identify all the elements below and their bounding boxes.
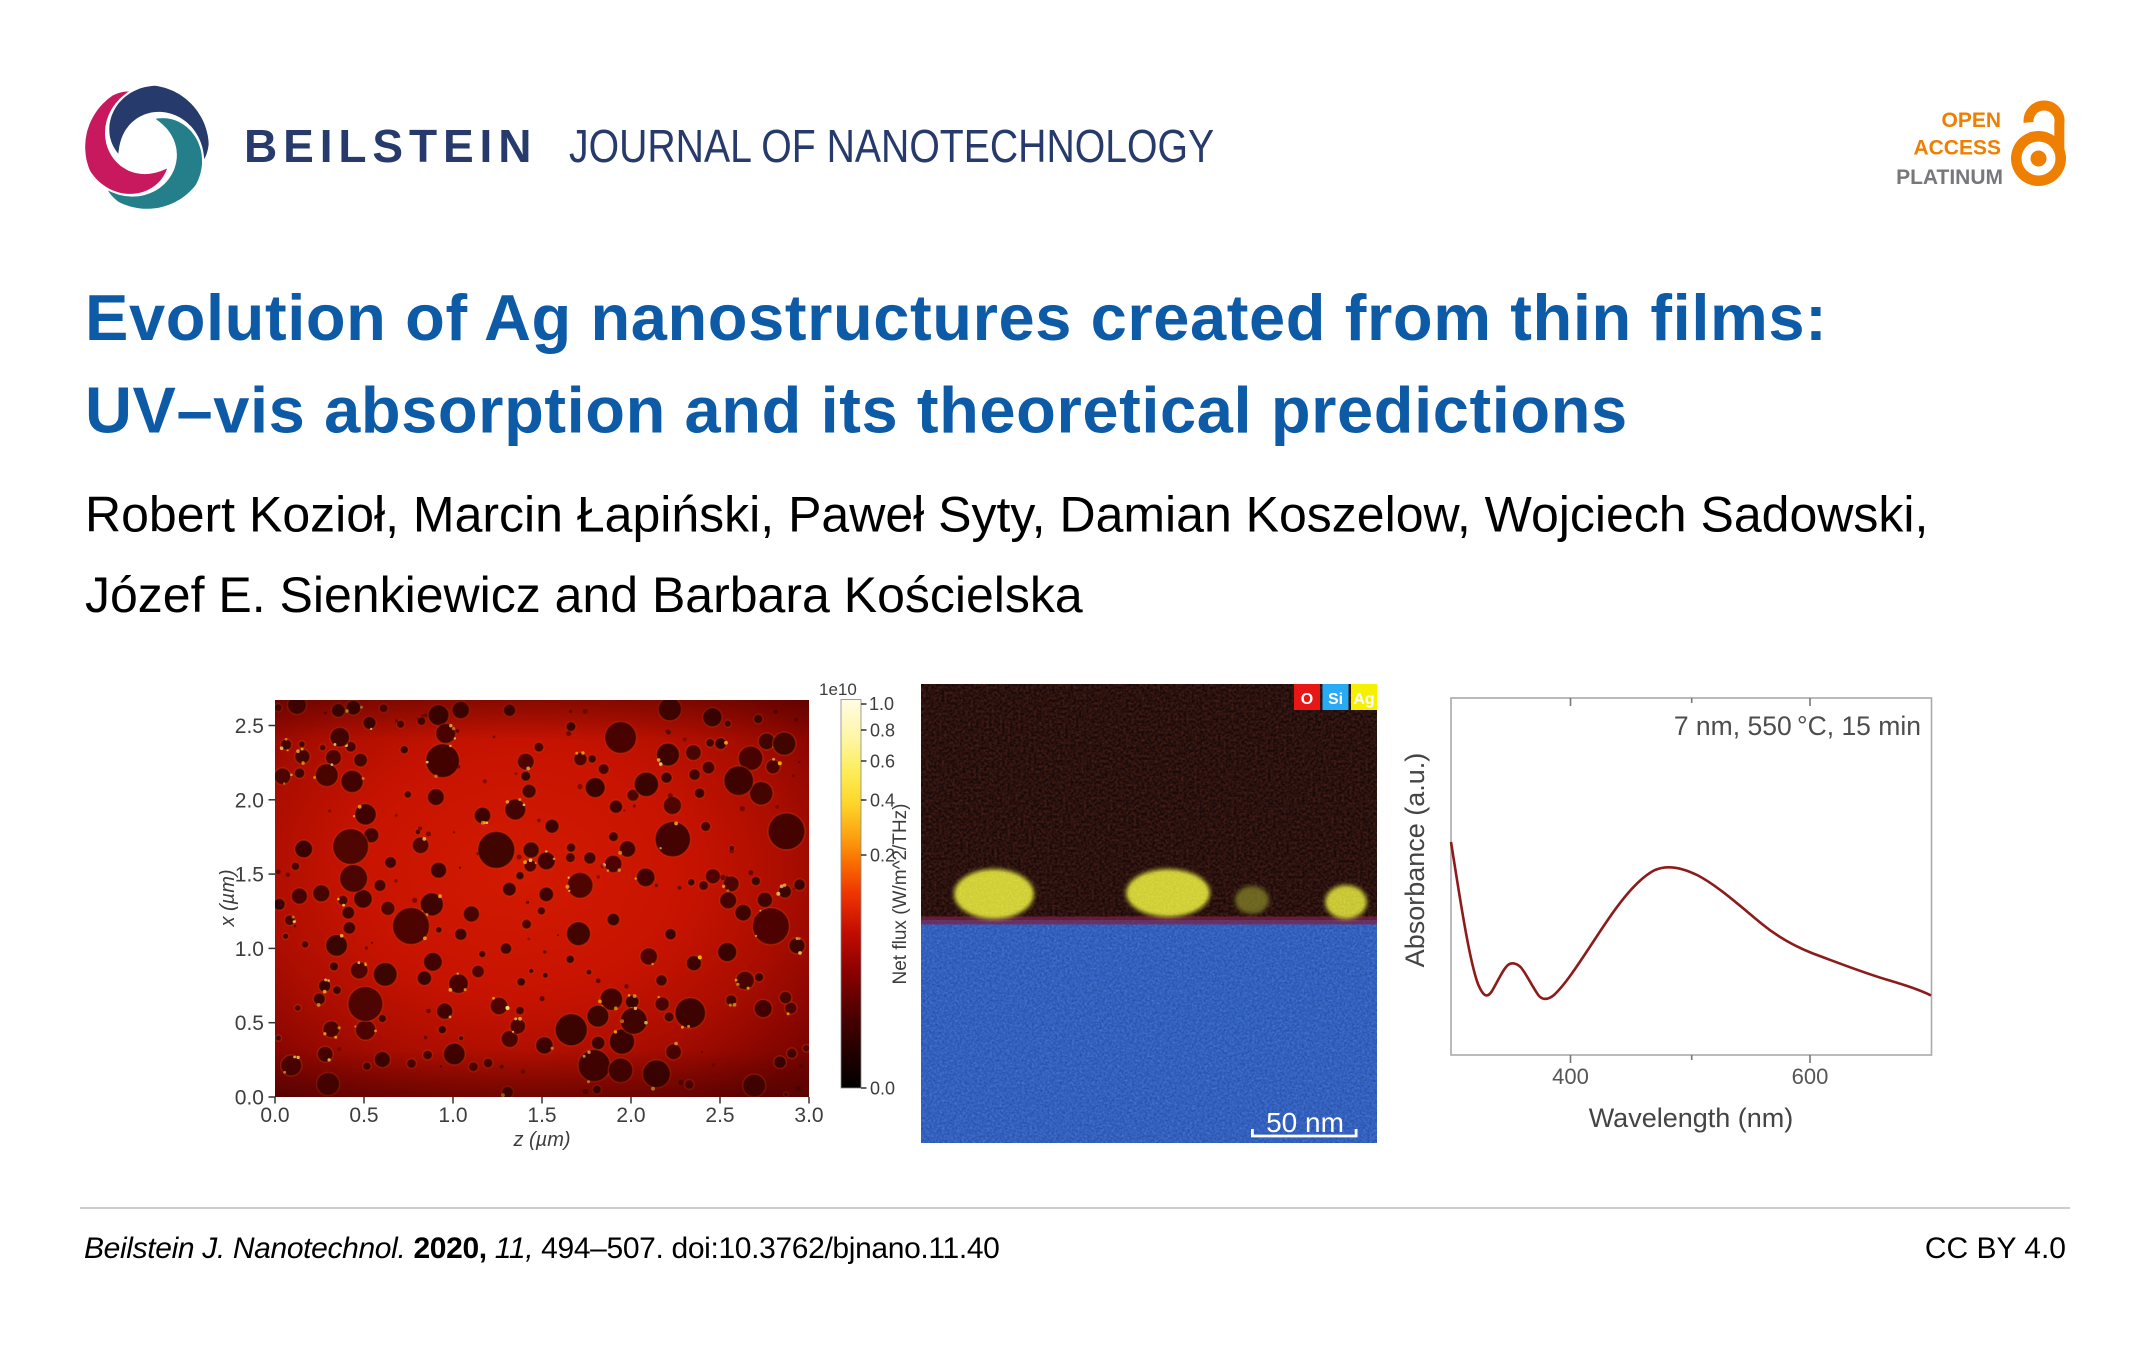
svg-text:50 nm: 50 nm xyxy=(1266,1107,1344,1138)
svg-text:1.0: 1.0 xyxy=(235,938,264,961)
svg-text:UV–vis absorption and its theo: UV–vis absorption and its theoretical pr… xyxy=(85,373,1628,446)
svg-text:2.0: 2.0 xyxy=(616,1104,645,1127)
svg-text:400: 400 xyxy=(1552,1064,1589,1089)
svg-text:Wavelength (nm): Wavelength (nm) xyxy=(1589,1103,1794,1133)
svg-text:1.0: 1.0 xyxy=(438,1104,467,1127)
svg-text:1.5: 1.5 xyxy=(235,864,264,887)
svg-text:0.6: 0.6 xyxy=(870,752,895,772)
svg-text:0.0: 0.0 xyxy=(870,1079,895,1099)
svg-text:Ag: Ag xyxy=(1353,691,1374,708)
svg-text:PLATINUM: PLATINUM xyxy=(1896,166,2003,189)
svg-text:Robert Kozioł, Marcin Łapiński: Robert Kozioł, Marcin Łapiński, Paweł Sy… xyxy=(85,487,1928,543)
svg-text:2.5: 2.5 xyxy=(235,715,264,738)
svg-text:Beilstein J. Nanotechnol. 2020: Beilstein J. Nanotechnol. 2020, 11, 494–… xyxy=(84,1232,1000,1265)
svg-text:2.5: 2.5 xyxy=(705,1104,734,1127)
svg-text:1.5: 1.5 xyxy=(527,1104,556,1127)
svg-text:7 nm, 550 °C, 15 min: 7 nm, 550 °C, 15 min xyxy=(1674,711,1921,741)
svg-text:JOURNAL OF NANOTECHNOLOGY: JOURNAL OF NANOTECHNOLOGY xyxy=(569,121,1214,173)
svg-text:1e10: 1e10 xyxy=(819,680,857,699)
svg-text:Si: Si xyxy=(1328,691,1343,708)
svg-text:0.5: 0.5 xyxy=(349,1104,378,1127)
svg-text:Absorbance (a.u.): Absorbance (a.u.) xyxy=(1400,753,1430,968)
svg-text:0.0: 0.0 xyxy=(260,1104,289,1127)
svg-text:0.4: 0.4 xyxy=(870,791,895,811)
svg-text:CC BY 4.0: CC BY 4.0 xyxy=(1925,1232,2066,1265)
svg-text:x (µm): x (µm) xyxy=(217,869,239,927)
svg-text:Net flux (W/m^2/THz): Net flux (W/m^2/THz) xyxy=(890,804,911,985)
svg-text:2.0: 2.0 xyxy=(235,789,264,812)
svg-text:0.2: 0.2 xyxy=(870,846,895,866)
svg-text:3.0: 3.0 xyxy=(794,1104,823,1127)
svg-text:1.0: 1.0 xyxy=(869,694,894,714)
svg-text:0.8: 0.8 xyxy=(870,721,895,741)
svg-text:Evolution of Ag nanostructures: Evolution of Ag nanostructures created f… xyxy=(85,281,1827,354)
svg-text:OPEN: OPEN xyxy=(1941,109,2001,132)
svg-text:Józef E. Sienkiewicz and Barba: Józef E. Sienkiewicz and Barbara Kościel… xyxy=(85,567,1083,623)
svg-text:ACCESS: ACCESS xyxy=(1913,137,2001,160)
svg-text:0.0: 0.0 xyxy=(235,1087,264,1110)
svg-text:z (µm): z (µm) xyxy=(512,1129,570,1151)
svg-text:600: 600 xyxy=(1792,1064,1829,1089)
svg-text:BEILSTEIN: BEILSTEIN xyxy=(244,120,537,172)
svg-text:0.5: 0.5 xyxy=(235,1012,264,1035)
svg-text:O: O xyxy=(1301,691,1313,708)
